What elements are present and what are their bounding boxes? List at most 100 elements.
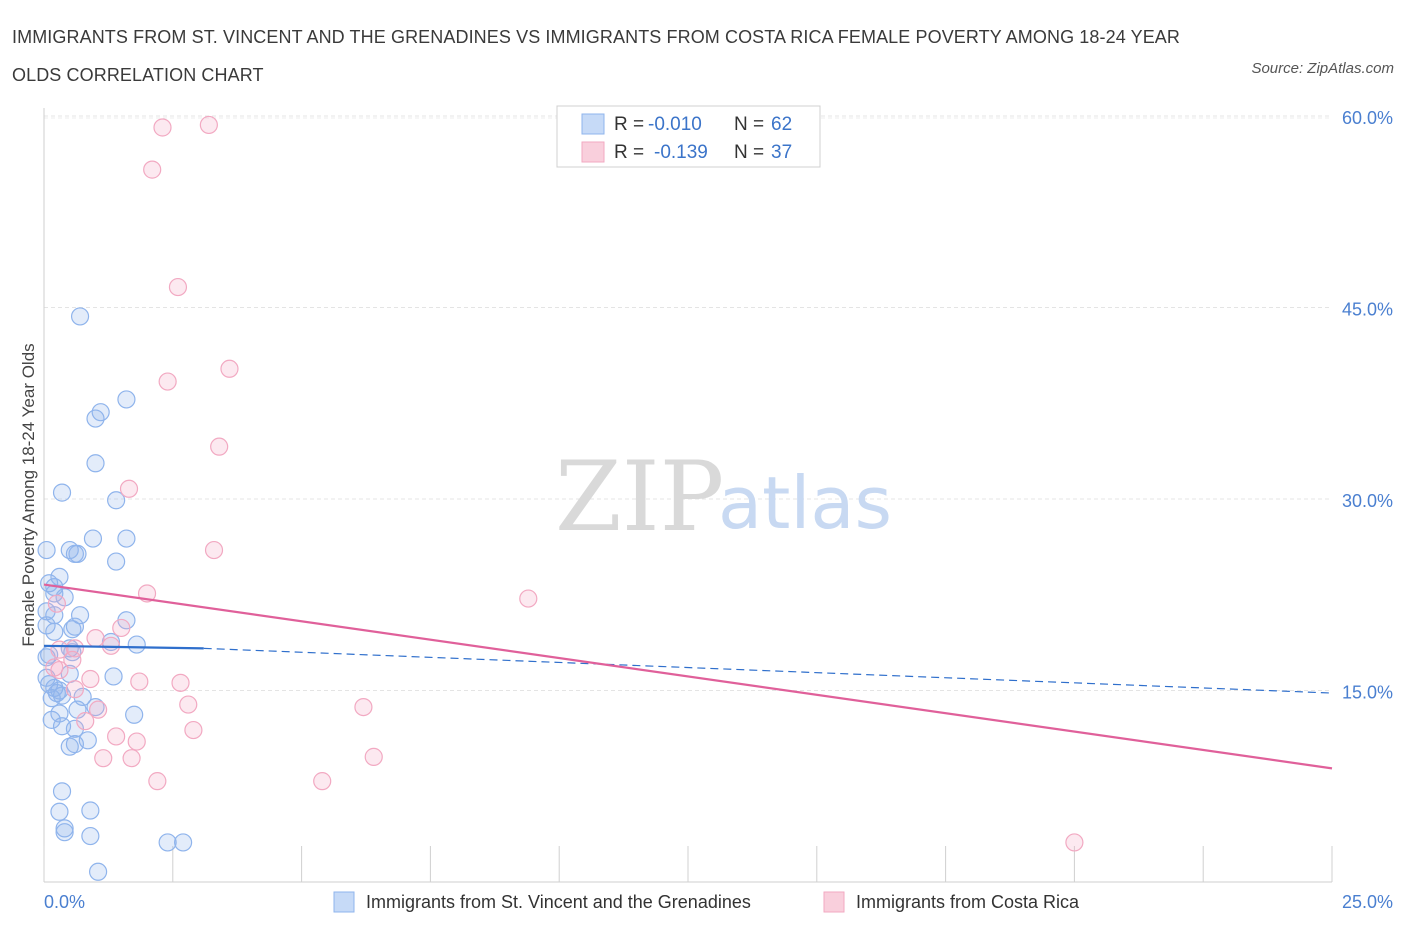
point-s1-36	[45, 658, 64, 677]
point-s1-8	[204, 540, 224, 560]
y-tick-label-0: 15.0%	[1342, 683, 1393, 703]
point-s0-58	[88, 862, 108, 881]
watermark: ZIP atlas	[555, 441, 892, 553]
trend-line-blue-solid	[43, 644, 204, 650]
legend-n-value-2: 37	[771, 142, 792, 163]
point-s1-29	[127, 732, 146, 751]
chart-title: IMMIGRANTS FROM ST. VINCENT AND THE GREN…	[12, 27, 1181, 85]
legend-n-value-1: 62	[771, 114, 792, 135]
y-tick-label-1: 30.0%	[1342, 491, 1393, 511]
point-s1-7	[119, 479, 139, 498]
trend-line-blue-dashed	[203, 647, 1333, 694]
point-s1-22	[65, 680, 85, 699]
point-s1-17	[63, 650, 82, 669]
point-s0-42	[125, 705, 144, 724]
point-s1-3	[168, 277, 188, 297]
point-s1-32	[364, 747, 383, 766]
y-tick-label-3: 60.0%	[1342, 108, 1393, 128]
point-s0-46	[65, 719, 85, 738]
legend-r-label-1: R =	[614, 114, 644, 135]
y-axis-label: Female Poverty Among 18-24 Year Olds	[19, 343, 38, 646]
x-tick-label-max: 25.0%	[1342, 892, 1393, 912]
point-s0-39	[42, 689, 61, 708]
point-s0-13	[107, 552, 126, 571]
data-points	[37, 115, 1084, 881]
trend-line-pink	[43, 583, 1333, 770]
point-s0-3	[91, 403, 110, 422]
point-s1-1	[199, 115, 218, 135]
point-s1-30	[94, 749, 113, 768]
legend-n-label-1: N =	[734, 114, 764, 135]
point-s1-25	[88, 700, 108, 719]
series-legend-swatch-pink	[823, 891, 845, 913]
point-s1-35	[1065, 833, 1084, 852]
point-s1-23	[179, 695, 198, 714]
legend-r-value-1: -0.010	[648, 114, 702, 135]
point-s0-5	[52, 483, 72, 502]
point-s0-52	[81, 801, 100, 820]
point-s1-33	[148, 772, 167, 791]
point-s1-18	[50, 660, 69, 680]
watermark-atlas: atlas	[718, 461, 892, 545]
point-s1-15	[65, 639, 85, 658]
point-s0-7	[37, 540, 56, 560]
point-s0-48	[65, 735, 85, 754]
stats-legend: R = -0.010 N = 62 R = -0.139 N = 37	[556, 105, 821, 168]
point-s0-0	[70, 307, 90, 326]
point-s1-12	[112, 618, 131, 638]
point-s0-44	[42, 710, 61, 729]
point-s1-11	[47, 594, 66, 613]
point-s0-1	[117, 390, 136, 409]
point-s0-27	[127, 635, 146, 654]
y-tick-labels: 15.0% 30.0% 45.0% 60.0%	[1342, 108, 1393, 703]
point-s0-6	[107, 491, 126, 510]
point-s1-31	[122, 749, 141, 768]
point-s0-53	[55, 819, 74, 838]
point-s1-21	[171, 673, 190, 692]
point-s0-49	[60, 737, 79, 756]
point-s0-54	[55, 823, 74, 842]
point-s0-4	[86, 454, 105, 473]
point-s1-13	[86, 629, 105, 648]
point-s0-59	[45, 622, 64, 641]
point-s0-14	[50, 567, 69, 586]
point-s0-21	[70, 606, 90, 625]
series-legend-swatch-blue	[333, 891, 355, 913]
point-s1-19	[81, 669, 100, 689]
legend-swatch-pink	[581, 141, 605, 163]
point-s0-11	[117, 529, 136, 548]
legend-r-value-2: -0.139	[654, 142, 708, 163]
point-s0-50	[52, 782, 72, 801]
point-s0-56	[158, 833, 177, 852]
point-s1-10	[519, 589, 538, 608]
point-s0-61	[86, 697, 105, 717]
series-legend-label-1: Immigrants from St. Vincent and the Gren…	[366, 892, 751, 912]
legend-n-label-2: N =	[734, 142, 764, 163]
point-s0-25	[65, 617, 85, 636]
point-s1-2	[143, 160, 162, 179]
point-s1-20	[130, 672, 149, 691]
point-s1-27	[184, 720, 203, 740]
point-s0-24	[63, 620, 82, 639]
x-tick-label-min: 0.0%	[44, 892, 85, 912]
point-s0-37	[50, 681, 69, 700]
legend-r-label-2: R =	[614, 142, 644, 163]
trend-lines	[43, 583, 1333, 770]
point-s0-60	[47, 683, 66, 703]
point-s1-24	[354, 697, 373, 717]
point-s0-55	[81, 826, 100, 846]
point-s0-51	[50, 802, 69, 821]
point-s1-28	[107, 727, 126, 746]
point-s1-34	[313, 772, 332, 791]
x-axis-ticks	[43, 846, 1333, 882]
watermark-zip: ZIP	[555, 441, 724, 553]
chart-source: Source: ZipAtlas.com	[1251, 60, 1394, 77]
point-s1-5	[158, 372, 177, 391]
y-tick-label-2: 45.0%	[1342, 300, 1393, 320]
gridlines	[44, 115, 1332, 691]
point-s1-26	[76, 712, 95, 731]
point-s0-12	[68, 544, 87, 563]
legend-swatch-blue	[581, 113, 605, 135]
point-s1-0	[153, 118, 172, 137]
